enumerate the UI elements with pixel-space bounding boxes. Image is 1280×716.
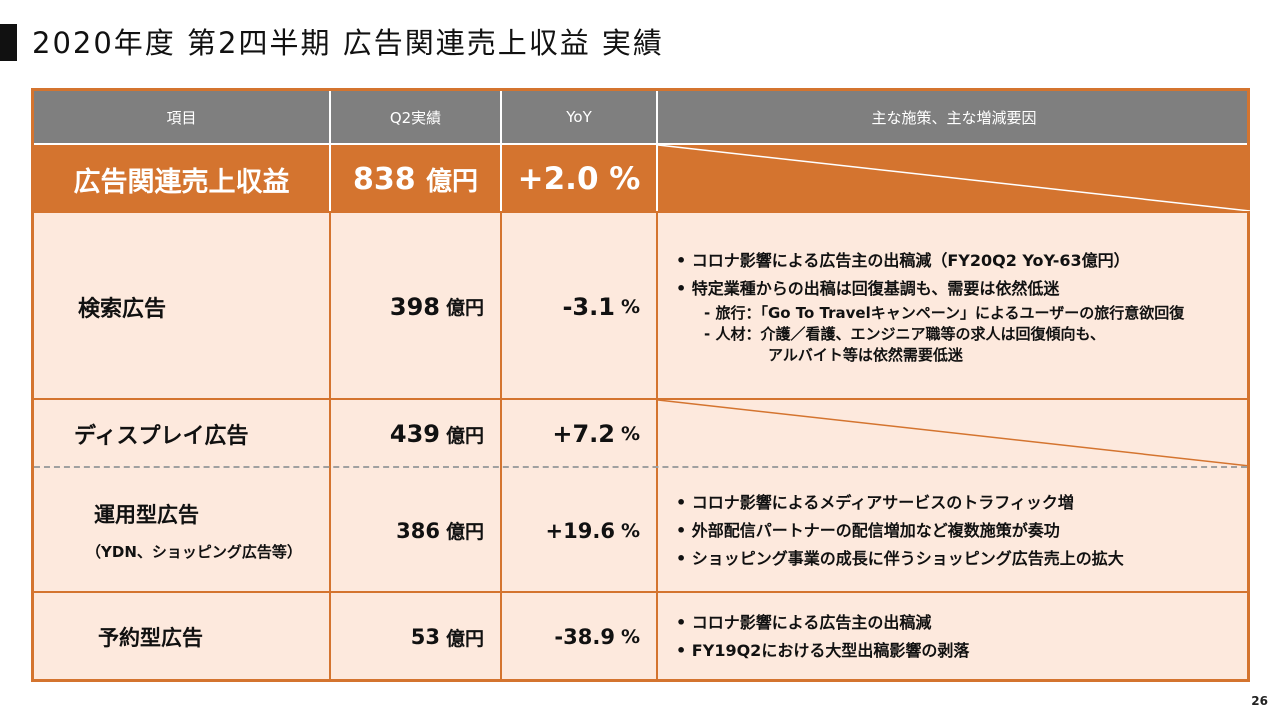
row-yoy: -38.9 [554,625,615,649]
title-bar-marker [0,24,17,61]
total-row: 広告関連売上収益 838 億円 +2.0 % [34,143,1250,213]
row-name: 予約型広告 [34,593,331,681]
subnote: アルバイト等は依然需要低迷 [768,346,963,364]
row-subname: （YDN、ショッピング広告等） [86,543,302,561]
row-value: 386 [396,518,440,543]
row-yoy: +19.6 [545,518,615,543]
total-name: 広告関連売上収益 [34,145,331,213]
row-name: ディスプレイ広告 [34,400,331,468]
note: • 外部配信パートナーの配信増加など複数施策が奏功 [676,520,1060,540]
row-notes: • コロナ影響による広告主の出稿減 • FY19Q2における大型出稿影響の剥落 [658,593,1250,681]
table-row-operational: 運用型広告 （YDN、ショッピング広告等） 386 億円 +19.6% • コロナ… [34,466,1247,593]
row-value: 398 [389,292,440,321]
results-table: 項目 Q2実績 YoY 主な施策、主な増減要因 広告関連売上収益 838 億円 … [31,88,1250,682]
note: • コロナ影響による広告主の出稿減（FY20Q2 YoY-63億円） [676,251,1130,270]
table-row-reserved: 予約型広告 53 億円 -38.9% • コロナ影響による広告主の出稿減 • FY… [34,591,1247,681]
header-yoy: YoY [502,91,658,143]
total-unit: 億円 [426,166,479,197]
table-header: 項目 Q2実績 YoY 主な施策、主な増減要因 [34,91,1247,143]
total-notes-empty [658,145,1250,213]
row-value: 53 [410,625,440,649]
subnote: - 旅行：「Go To Travelキャンペーン」によるユーザーの旅行意欲回復 [704,304,1185,322]
row-pct: % [620,295,640,318]
total-yoy: +2.0 % [502,145,658,213]
note: • コロナ影響によるメディアサービスのトラフィック増 [676,492,1074,512]
row-name: 運用型広告 [94,503,199,527]
row-pct: % [620,519,640,542]
row-notes-empty [658,400,1250,468]
row-unit: 億円 [445,424,484,447]
subnote: - 人材：介護／看護、エンジニア職等の求人は回復傾向も、 [704,325,1106,343]
table-row-display: ディスプレイ広告 439 億円 +7.2% [34,398,1250,468]
table-row-search: 検索広告 398 億円 -3.1% • コロナ影響による広告主の出稿減（FY20Q… [34,211,1247,400]
total-value: 838 [352,161,416,197]
page-title: 2020年度 第2四半期 広告関連売上収益 実績 [32,26,664,60]
row-unit: 億円 [445,627,484,650]
note: • コロナ影響による広告主の出稿減 [676,613,932,632]
row-unit: 億円 [445,297,484,319]
header-item: 項目 [34,91,331,143]
row-notes: • コロナ影響によるメディアサービスのトラフィック増 • 外部配信パートナーの配… [658,468,1250,593]
row-yoy: -3.1 [562,292,615,321]
row-value: 439 [389,420,440,448]
row-unit: 億円 [445,521,484,543]
note: • FY19Q2における大型出稿影響の剥落 [676,641,970,660]
row-yoy: +7.2 [552,420,615,448]
note: • 特定業種からの出稿は回復基調も、需要は依然低迷 [676,279,1060,298]
page-number: 26 [1251,694,1268,708]
note: • ショッピング事業の成長に伴うショッピング広告売上の拡大 [676,548,1124,568]
row-pct: % [620,423,640,445]
header-notes: 主な施策、主な増減要因 [871,108,1037,127]
row-name: 検索広告 [34,213,331,400]
row-pct: % [620,626,640,648]
header-q2: Q2実績 [331,91,502,143]
row-notes: • コロナ影響による広告主の出稿減（FY20Q2 YoY-63億円） • 特定業… [658,213,1250,400]
